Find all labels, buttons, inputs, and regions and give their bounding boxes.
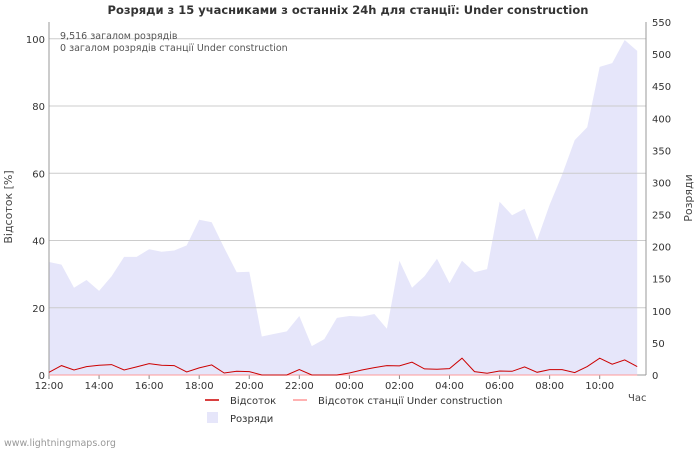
y-axis-left-label: Відсоток [%] xyxy=(2,170,15,243)
y-tick-right-label: 550 xyxy=(652,18,671,29)
x-tick-label: 16:00 xyxy=(135,381,164,392)
x-tick-label: 04:00 xyxy=(435,381,464,392)
y-tick-right-label: 400 xyxy=(652,114,671,125)
chart-title: Розряди з 15 учасниками з останніх 24h д… xyxy=(108,3,589,17)
plot-area: 0 20 40 60 80 100 0 50 100 150 200 250 300 350 400 450 5… xyxy=(26,18,671,392)
x-tick-label: 08:00 xyxy=(535,381,564,392)
y-tick-left-label: 100 xyxy=(26,35,45,46)
x-axis-label: Час xyxy=(628,393,646,404)
footer-credit: www.lightningmaps.org xyxy=(4,438,116,449)
y-tick-right-label: 300 xyxy=(652,178,671,189)
legend-label: Відсоток станції Under construction xyxy=(318,395,503,407)
y-tick-left-label: 60 xyxy=(32,169,45,180)
y-axis-right-label: Розряди xyxy=(682,174,695,222)
y-tick-left-label: 0 xyxy=(39,371,45,382)
y-tick-right-label: 100 xyxy=(652,307,671,318)
x-tick-label: 06:00 xyxy=(485,381,514,392)
x-tick-label: 12:00 xyxy=(35,381,64,392)
x-tick-label: 20:00 xyxy=(235,381,264,392)
y-tick-right-label: 150 xyxy=(652,275,671,286)
x-tick-label: 00:00 xyxy=(335,381,364,392)
annotation-total-strikes: 9,516 загалом розрядів xyxy=(60,31,178,42)
y-tick-right-label: 250 xyxy=(652,211,671,222)
x-tick-label: 14:00 xyxy=(85,381,114,392)
series-area-strikes xyxy=(49,40,638,375)
y-tick-left-label: 40 xyxy=(32,237,45,248)
y-tick-right-label: 0 xyxy=(652,371,658,382)
y-tick-right-label: 450 xyxy=(652,82,671,93)
y-tick-right-label: 200 xyxy=(652,243,671,254)
y-tick-left-label: 80 xyxy=(32,102,45,113)
legend-label: Розряди xyxy=(230,414,273,425)
legend-swatch-area xyxy=(207,412,218,423)
series-line-percent xyxy=(48,357,638,376)
x-tick-label: 18:00 xyxy=(185,381,214,392)
y-tick-left-label: 20 xyxy=(32,304,45,315)
y-tick-right-label: 350 xyxy=(652,146,671,157)
y-tick-right-label: 500 xyxy=(652,50,671,61)
x-tick-label: 22:00 xyxy=(285,381,314,392)
x-tick-label: 10:00 xyxy=(585,381,614,392)
y-tick-right-label: 50 xyxy=(652,339,665,350)
legend-label: Відсоток xyxy=(230,395,276,407)
legend: Відсоток Відсоток станції Under construct… xyxy=(205,395,503,425)
x-tick-label: 02:00 xyxy=(385,381,414,392)
annotation-station-strikes: 0 загалом розрядів станції Under constru… xyxy=(60,43,288,54)
